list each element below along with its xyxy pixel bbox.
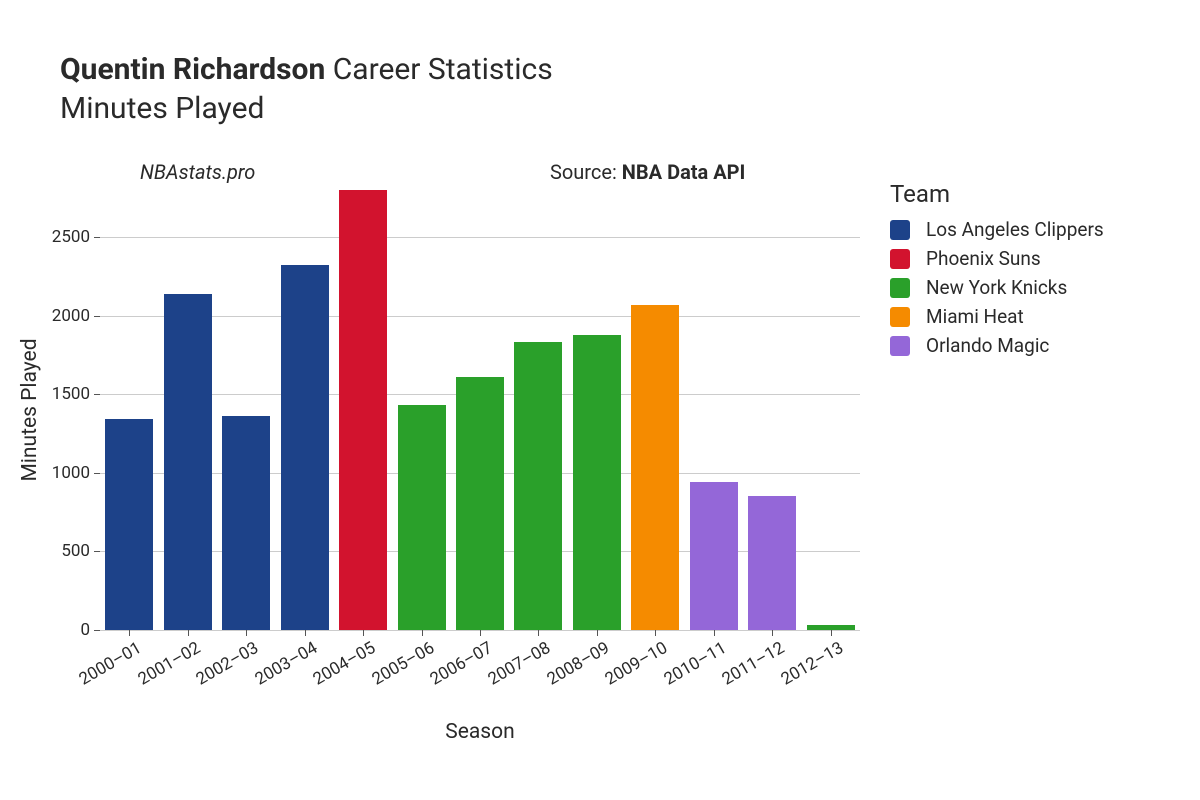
bar (748, 496, 796, 630)
y-tick-label: 2500 (40, 227, 90, 247)
x-tick-label: 2007–08 (485, 638, 554, 690)
x-tick-label: 2006–07 (427, 638, 496, 690)
bar (690, 482, 738, 630)
y-tick-mark (94, 237, 100, 238)
x-tick-label: 2005–06 (368, 638, 437, 690)
y-tick-label: 500 (40, 541, 90, 561)
legend-label: Phoenix Suns (926, 247, 1041, 270)
x-tick-mark (772, 630, 773, 636)
legend-label: Orlando Magic (926, 334, 1049, 357)
chart-plot-area: 050010001500200025002000–012001–022002–0… (100, 190, 860, 630)
x-tick-mark (129, 630, 130, 636)
y-tick-label: 1000 (40, 463, 90, 483)
legend: Team Los Angeles Clippers Phoenix Suns New… (890, 180, 1104, 363)
chart-title-line1: Quentin Richardson Career Statistics (60, 52, 553, 87)
x-tick-mark (188, 630, 189, 636)
legend-label: Miami Heat (926, 305, 1024, 328)
x-tick-label: 2008–09 (544, 638, 613, 690)
x-tick-label: 2003–04 (251, 638, 320, 690)
title-rest: Career Statistics (325, 52, 552, 87)
legend-item: Miami Heat (890, 305, 1104, 328)
x-tick-mark (480, 630, 481, 636)
bar (339, 190, 387, 630)
x-tick-label: 2010–11 (661, 638, 730, 690)
x-axis-label: Season (100, 720, 860, 744)
bar (281, 265, 329, 630)
x-tick-label: 2009–10 (602, 638, 671, 690)
x-tick-mark (538, 630, 539, 636)
x-tick-mark (597, 630, 598, 636)
legend-swatch (890, 307, 910, 327)
legend-item: New York Knicks (890, 276, 1104, 299)
legend-label: Los Angeles Clippers (926, 218, 1104, 241)
x-tick-mark (422, 630, 423, 636)
chart-subtitle: Minutes Played (60, 91, 553, 126)
x-tick-mark (714, 630, 715, 636)
legend-item: Phoenix Suns (890, 247, 1104, 270)
source-name: NBA Data API (622, 160, 746, 184)
chart-title-block: Quentin Richardson Career Statistics Min… (60, 52, 553, 126)
y-tick-mark (94, 630, 100, 631)
bar (398, 405, 446, 630)
x-tick-mark (655, 630, 656, 636)
source-attribution: Source: NBA Data API (550, 160, 745, 184)
bar (631, 305, 679, 630)
legend-title: Team (890, 180, 1104, 208)
bar-plot: 050010001500200025002000–012001–022002–0… (100, 190, 860, 630)
legend-item: Orlando Magic (890, 334, 1104, 357)
y-tick-mark (94, 473, 100, 474)
x-tick-label: 2002–03 (193, 638, 262, 690)
gridline (100, 316, 860, 317)
bar (164, 294, 212, 630)
legend-item: Los Angeles Clippers (890, 218, 1104, 241)
legend-label: New York Knicks (926, 276, 1067, 299)
y-tick-mark (94, 394, 100, 395)
legend-swatch (890, 220, 910, 240)
x-tick-mark (363, 630, 364, 636)
source-label: Source: (550, 160, 622, 184)
y-axis-label: Minutes Played (18, 338, 42, 481)
bar (222, 416, 270, 630)
gridline (100, 237, 860, 238)
x-tick-mark (831, 630, 832, 636)
x-tick-label: 2001–02 (134, 638, 203, 690)
bar (105, 419, 153, 630)
bar (514, 342, 562, 630)
x-tick-label: 2012–13 (777, 638, 846, 690)
x-tick-label: 2004–05 (310, 638, 379, 690)
y-tick-label: 1500 (40, 384, 90, 404)
x-tick-mark (246, 630, 247, 636)
brand-watermark: NBAstats.pro (140, 160, 255, 184)
x-tick-label: 2000–01 (76, 638, 145, 690)
y-tick-mark (94, 316, 100, 317)
title-player-name: Quentin Richardson (60, 52, 325, 87)
legend-swatch (890, 249, 910, 269)
y-tick-label: 2000 (40, 306, 90, 326)
x-tick-mark (305, 630, 306, 636)
y-tick-mark (94, 551, 100, 552)
bar (456, 377, 504, 630)
legend-swatch (890, 278, 910, 298)
x-tick-label: 2011–12 (719, 638, 788, 690)
y-tick-label: 0 (40, 620, 90, 640)
bar (573, 335, 621, 630)
legend-swatch (890, 336, 910, 356)
